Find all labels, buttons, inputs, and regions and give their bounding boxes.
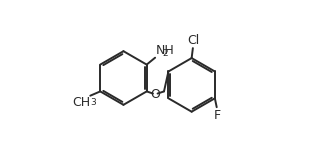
Text: 3: 3	[91, 98, 97, 107]
Text: 2: 2	[162, 49, 168, 58]
Text: CH: CH	[72, 96, 90, 109]
Text: NH: NH	[156, 44, 174, 57]
Text: F: F	[213, 109, 221, 122]
Text: Cl: Cl	[187, 34, 199, 47]
Text: O: O	[150, 88, 160, 101]
